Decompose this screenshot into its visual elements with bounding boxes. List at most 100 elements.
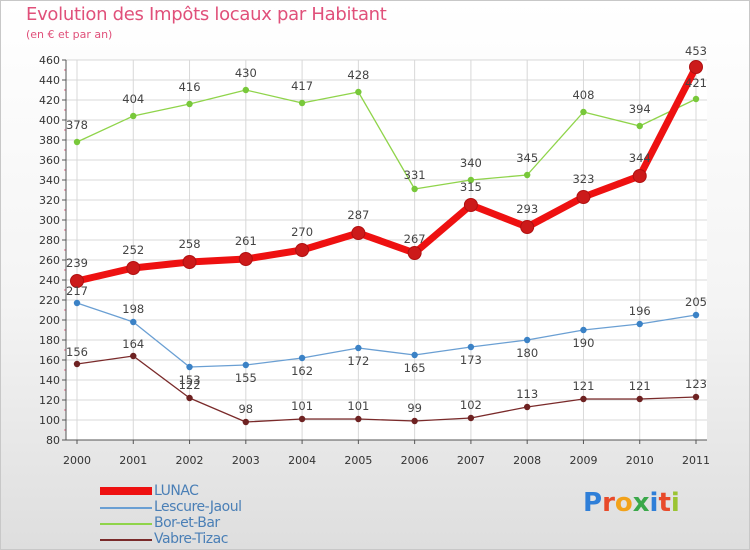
data-label: 205 [685, 295, 707, 309]
data-label: 340 [460, 156, 482, 170]
data-label: 172 [347, 354, 369, 368]
legend-label: Vabre-Tizac [154, 531, 228, 547]
plot-area [66, 60, 707, 440]
data-label: 408 [572, 88, 594, 102]
data-point [238, 252, 253, 266]
data-point [636, 320, 643, 328]
data-label: 331 [404, 168, 426, 182]
y-tick-label: 120 [39, 394, 60, 407]
data-point [70, 274, 84, 288]
logo-letter: i [670, 488, 680, 518]
legend-swatch [100, 487, 152, 495]
data-point [689, 60, 703, 74]
y-tick-label: 240 [39, 274, 60, 287]
data-point [407, 246, 422, 260]
data-point [351, 226, 366, 240]
y-tick-label: 460 [39, 54, 60, 67]
x-tick-label: 2009 [569, 454, 597, 467]
chart-subtitle: (en € et par an) [26, 28, 113, 41]
data-label: 155 [235, 371, 257, 385]
y-tick-label: 200 [39, 314, 60, 327]
data-label: 323 [572, 172, 594, 186]
data-point [186, 363, 193, 371]
data-point [298, 354, 306, 362]
logo-letter: r [602, 488, 615, 518]
y-tick-label: 160 [39, 354, 60, 367]
data-point [130, 112, 137, 120]
data-point [580, 326, 587, 334]
data-point [411, 351, 418, 359]
y-tick-label: 340 [39, 174, 60, 187]
legend-label: Bor-et-Bar [154, 515, 220, 531]
data-label: 164 [122, 337, 144, 351]
data-point [411, 417, 418, 425]
data-point [692, 393, 700, 401]
proxiti-logo: Proxiti [583, 488, 680, 518]
data-point [692, 95, 700, 103]
data-label: 217 [66, 284, 88, 298]
data-label: 378 [66, 118, 88, 132]
data-label: 99 [407, 401, 422, 415]
data-point [523, 403, 531, 411]
data-point [467, 343, 475, 351]
data-label: 162 [291, 364, 313, 378]
data-label: 156 [66, 345, 88, 359]
legend-swatch [100, 539, 152, 541]
data-label: 239 [66, 256, 88, 270]
logo-letter: x [632, 488, 650, 518]
data-point [576, 190, 591, 204]
legend-swatch [100, 523, 152, 525]
x-tick-label: 2000 [63, 454, 91, 467]
legend-swatch [100, 507, 152, 509]
logo-letter: i [649, 488, 659, 518]
series-line-lunac [73, 63, 700, 285]
data-point [73, 299, 81, 307]
data-point [692, 311, 700, 319]
data-label: 165 [404, 361, 426, 375]
y-tick-label: 380 [39, 134, 60, 147]
data-point [295, 243, 310, 257]
data-label: 315 [460, 180, 482, 194]
x-tick-label: 2008 [513, 454, 541, 467]
y-tick-label: 80 [46, 434, 60, 447]
data-label: 180 [516, 346, 538, 360]
data-point [73, 360, 81, 368]
data-label: 102 [460, 398, 482, 412]
data-label: 101 [347, 399, 369, 413]
data-label: 101 [291, 399, 313, 413]
data-label: 287 [347, 208, 369, 222]
data-label: 430 [235, 66, 257, 80]
legend-label: LUNAC [154, 483, 199, 499]
data-point [523, 171, 531, 179]
x-tick-label: 2001 [119, 454, 147, 467]
data-label: 345 [516, 151, 538, 165]
x-tick-label: 2007 [457, 454, 485, 467]
data-label: 453 [685, 44, 707, 58]
data-point [182, 255, 197, 269]
y-tick-label: 420 [39, 94, 60, 107]
chart-title: Evolution des Impôts locaux par Habitant [26, 4, 387, 25]
data-label: 196 [629, 304, 651, 318]
data-label: 270 [291, 225, 313, 239]
data-label: 261 [235, 234, 257, 248]
data-point [580, 108, 587, 116]
y-tick-label: 360 [39, 154, 60, 167]
y-tick-label: 100 [39, 414, 60, 427]
logo-letter: o [614, 488, 633, 518]
data-point [520, 220, 535, 234]
data-point [130, 352, 137, 360]
x-tick-label: 2006 [401, 454, 429, 467]
logo-letter: t [658, 488, 671, 518]
y-tick-label: 300 [39, 214, 60, 227]
data-point [636, 122, 643, 130]
data-label: 122 [179, 378, 201, 392]
data-label: 190 [572, 336, 594, 350]
y-tick-label: 260 [39, 254, 60, 267]
series-line-vabre-tizac [76, 355, 697, 423]
data-point [636, 395, 643, 403]
data-label: 98 [238, 402, 253, 416]
data-point [186, 100, 193, 108]
data-label: 121 [572, 379, 594, 393]
x-tick-label: 2011 [682, 454, 710, 467]
data-point [580, 395, 587, 403]
